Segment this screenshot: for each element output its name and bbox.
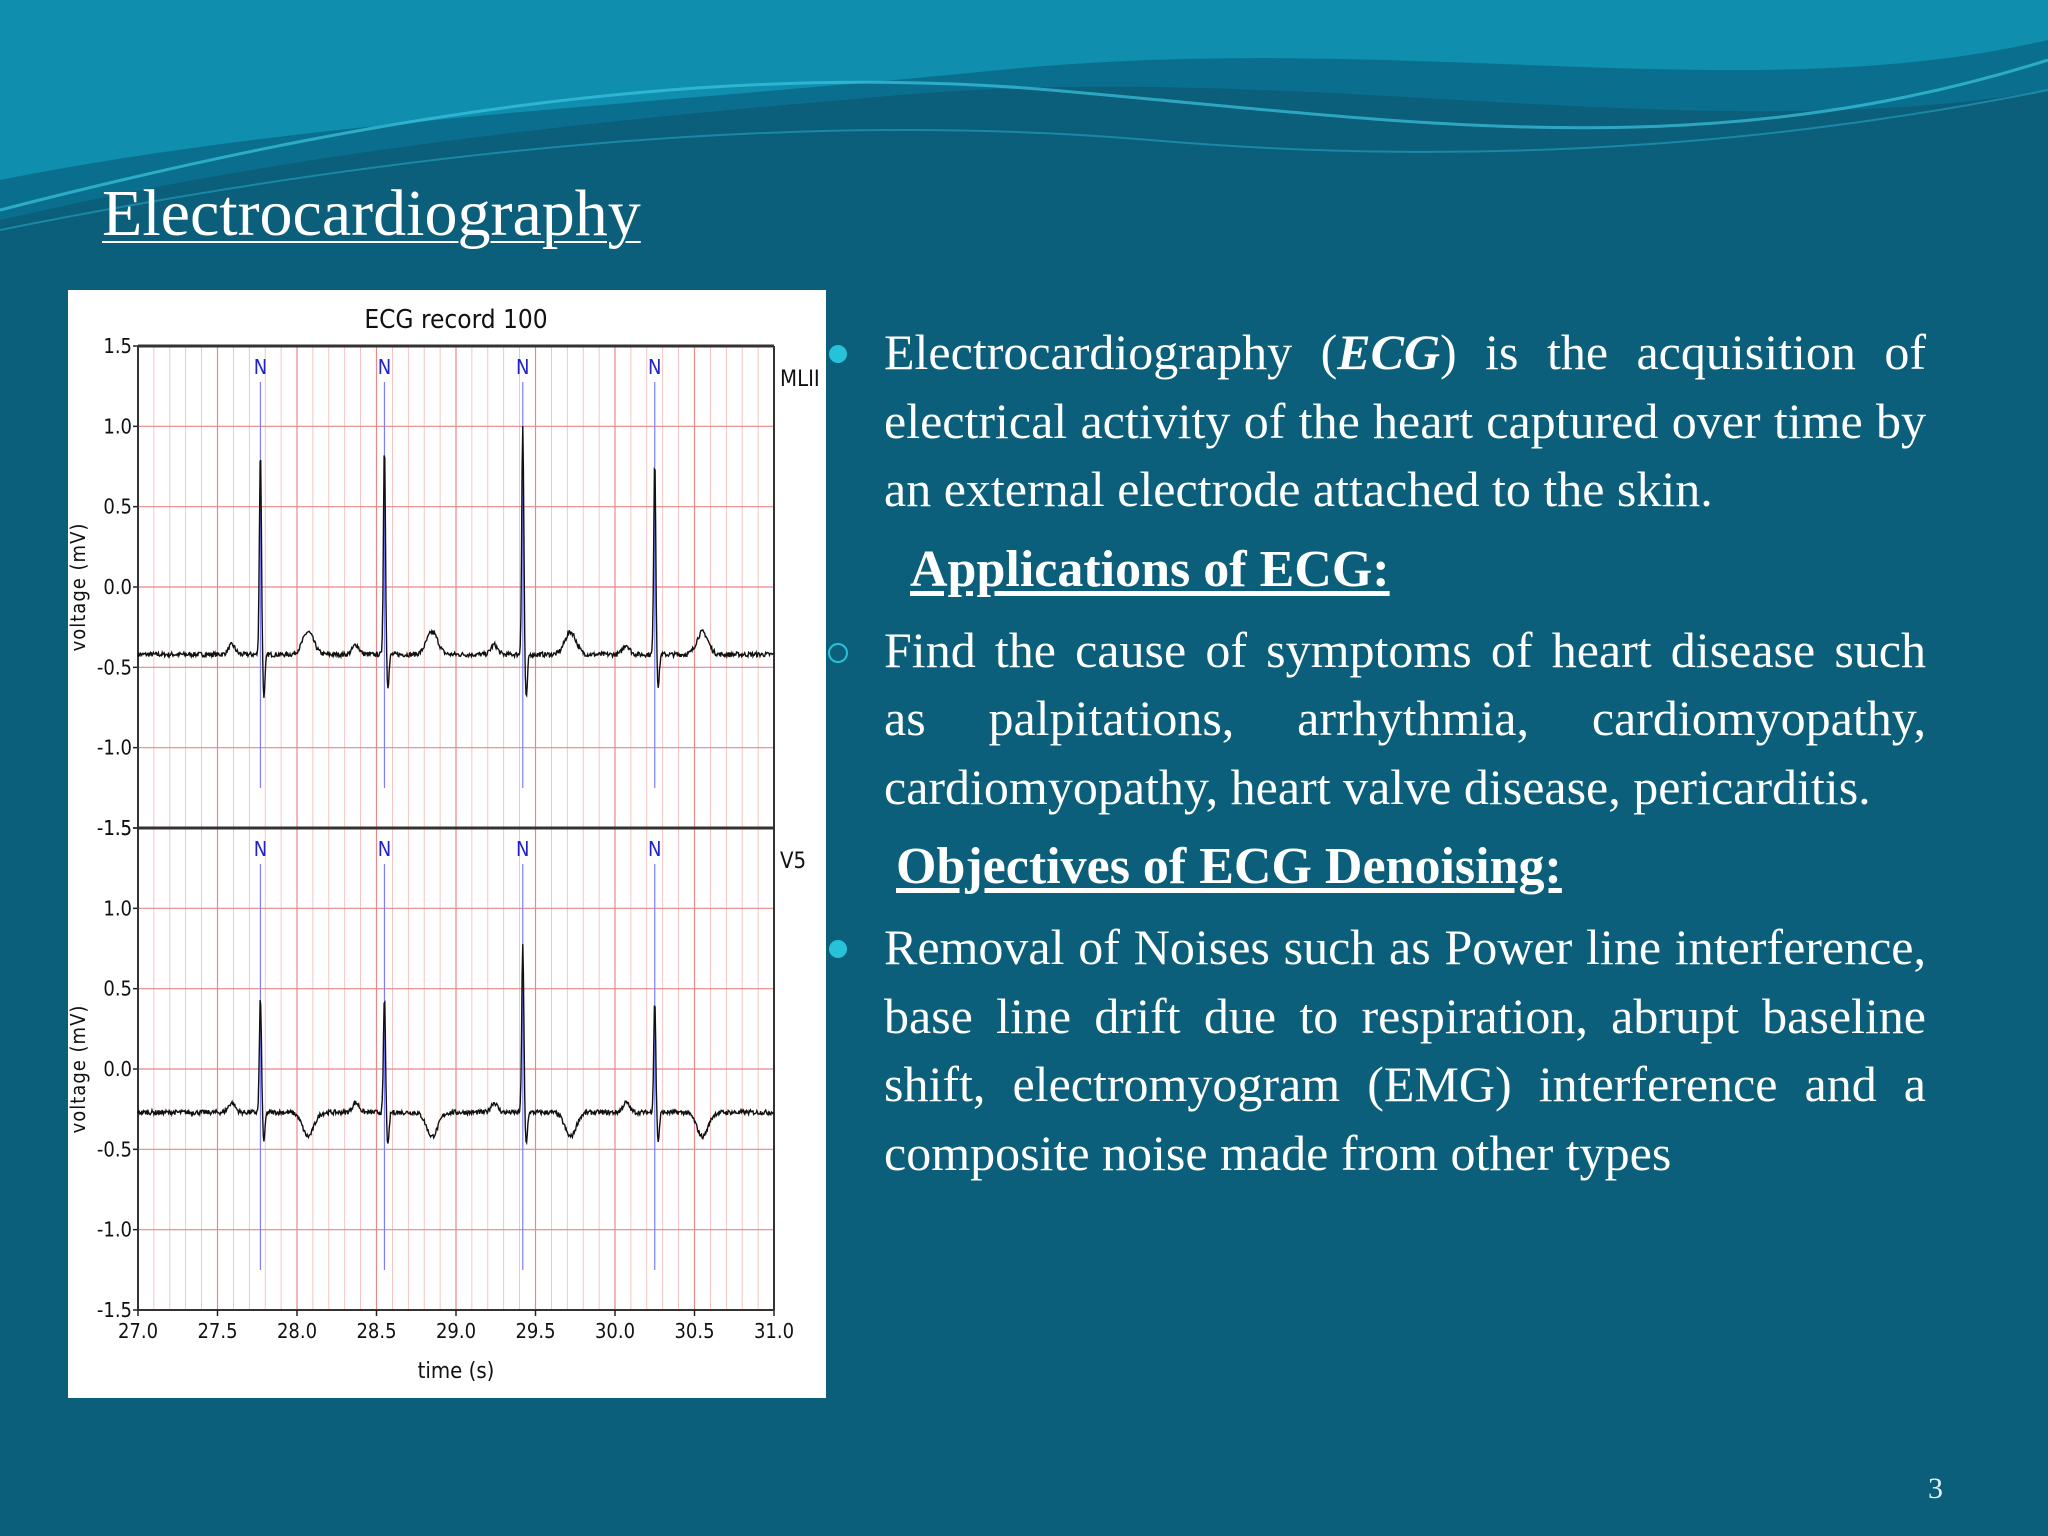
x-tick-label: 31.0: [754, 1319, 794, 1343]
beat-label: N: [516, 355, 529, 379]
wave-highlight: [0, 58, 2048, 212]
intro-paragraph: Electrocardiography (ECG) is the acquisi…: [829, 318, 1926, 524]
x-tick-label: 28.5: [356, 1319, 396, 1343]
x-tick-label: 29.5: [515, 1319, 555, 1343]
chart-title: ECG record 100: [364, 305, 547, 335]
intro-emphasis: ECG: [1337, 324, 1441, 380]
y-tick-label: -1.5: [97, 1298, 132, 1322]
beat-label: N: [516, 837, 529, 861]
x-tick-label: 27.0: [118, 1319, 158, 1343]
wave-light-band: [0, 0, 2048, 180]
y-axis-label: voltage (mV): [68, 523, 90, 652]
beat-label: N: [378, 837, 391, 861]
lead-label: V5: [780, 849, 806, 874]
bullet-dot-icon: [829, 940, 847, 958]
applications-paragraph: Find the cause of symptoms of heart dise…: [828, 616, 1926, 822]
y-tick-label: 1.5: [103, 334, 132, 358]
beat-label: N: [648, 355, 661, 379]
slide-title: Electrocardiography: [102, 177, 641, 250]
slide-content: Electrocardiography (ECG) is the acquisi…: [826, 318, 1926, 1187]
wave-highlight-2: [0, 89, 2048, 231]
ecg-chart-svg: ECG record 100 1.5 1.0 0.5 0.0 -0.5 -1.0 -1.5 vo…: [68, 305, 820, 1384]
y-tick-label: 0.5: [103, 977, 132, 1001]
intro-text-before: Electrocardiography (: [884, 324, 1338, 380]
y-tick-label: 1.0: [103, 414, 132, 438]
y-tick-label: 0.0: [103, 1057, 132, 1081]
y-tick-label: -1.0: [97, 736, 132, 760]
applications-text: Find the cause of symptoms of heart dise…: [884, 621, 1926, 815]
page-number: 3: [1928, 1472, 1943, 1505]
x-tick-label: 28.0: [277, 1319, 317, 1343]
objectives-heading: Objectives of ECG Denoising:: [896, 838, 1562, 895]
x-tick-label: 30.0: [595, 1319, 635, 1343]
objectives-text: Removal of Noises such as Power line int…: [884, 919, 1926, 1181]
y-tick-label: 0.5: [103, 495, 132, 519]
objectives-paragraph: Removal of Noises such as Power line int…: [829, 913, 1926, 1187]
y-tick-label: -1.5: [97, 816, 132, 840]
x-axis-label: time (s): [418, 1359, 495, 1384]
y-tick-label: -0.5: [97, 655, 132, 679]
applications-heading: Applications of ECG:: [910, 540, 1390, 598]
y-tick-label: 0.0: [103, 575, 132, 599]
y-tick-label: 1.5: [103, 816, 132, 840]
y-tick-label: 1.0: [103, 896, 132, 920]
beat-label: N: [648, 837, 661, 861]
ecg-trace-v5: [137, 944, 775, 1146]
x-tick-label: 27.5: [197, 1319, 237, 1343]
lead-label: MLII: [780, 367, 820, 392]
background-waves: [0, 0, 2048, 231]
ecg-chart: ECG record 100 1.5 1.0 0.5 0.0 -0.5 -1.0 -1.5 vo…: [68, 290, 826, 1398]
bullet-dot-icon: [829, 345, 847, 363]
ecg-trace-mlii: [137, 425, 775, 699]
beat-label: N: [378, 355, 391, 379]
y-tick-label: -1.0: [97, 1218, 132, 1242]
bullet-ring-icon: [828, 642, 848, 663]
x-tick-label: 30.5: [674, 1319, 714, 1343]
intro-text-after: ) is the acquisition of electrical activ…: [884, 324, 1926, 517]
x-tick-label: 29.0: [436, 1319, 476, 1343]
y-axis-label: voltage (mV): [68, 1005, 90, 1134]
y-tick-label: -0.5: [97, 1137, 132, 1161]
beat-label: N: [254, 355, 267, 379]
beat-label: N: [254, 837, 267, 861]
